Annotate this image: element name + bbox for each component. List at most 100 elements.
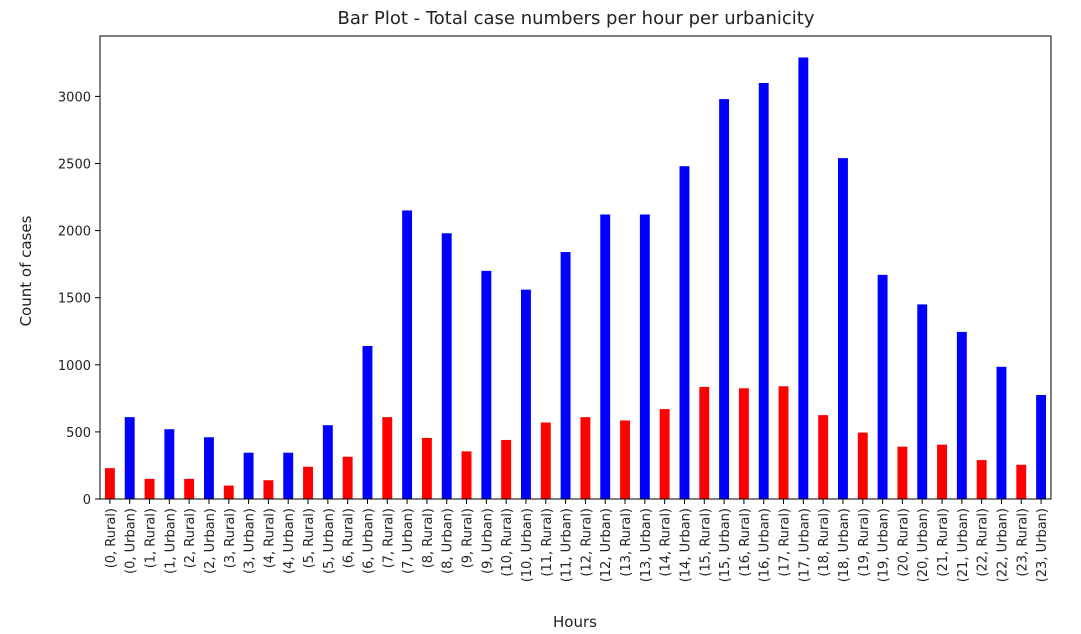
x-tick-label: (18, Rural): [817, 508, 832, 577]
x-tick-label: (8, Urban): [441, 508, 456, 574]
x-tick-label: (3, Rural): [223, 508, 238, 568]
x-tick-label: (20, Urban): [916, 508, 931, 582]
bar-urban: [243, 452, 254, 499]
bar-rural: [540, 422, 551, 499]
x-axis-label: Hours: [553, 613, 597, 631]
y-tick-label: 1500: [58, 292, 91, 307]
bar-rural: [738, 388, 749, 499]
x-tick-label: (4, Rural): [262, 508, 277, 568]
x-tick-label: (14, Rural): [659, 508, 674, 577]
bars: [104, 57, 1047, 500]
x-tick-label: (21, Rural): [936, 508, 951, 577]
y-axis: 0 500 1000 1500 2000 2500 3000: [58, 90, 100, 508]
x-tick-label: (13, Urban): [639, 508, 654, 582]
bar-rural: [818, 415, 829, 499]
bar-urban: [204, 437, 214, 499]
bar-rural: [303, 466, 313, 499]
x-tick-label: (18, Urban): [837, 508, 852, 582]
bar-rural: [382, 417, 393, 499]
bar-rural: [461, 451, 472, 499]
x-tick-label: (10, Rural): [500, 508, 515, 577]
x-tick-label: (16, Urban): [758, 508, 773, 582]
x-tick-label: (21, Urban): [956, 508, 971, 582]
x-tick-label: (15, Rural): [698, 508, 713, 577]
x-tick-label: (16, Rural): [738, 508, 753, 577]
bar-urban: [560, 252, 571, 499]
bar-urban: [798, 57, 809, 499]
bar-rural: [223, 485, 234, 499]
bar-rural: [659, 409, 670, 499]
x-tick-label: (19, Rural): [857, 508, 872, 577]
x-tick-label: (5, Rural): [302, 508, 317, 568]
x-tick-label: (11, Rural): [540, 508, 555, 577]
x-axis: (0, Rural) (0, Urban) (1, Rural) (1, Urban)…: [104, 499, 1050, 582]
bar-rural: [184, 478, 195, 499]
y-tick-label: 500: [66, 426, 91, 441]
bar-urban: [1036, 394, 1047, 499]
x-tick-label: (17, Rural): [778, 508, 793, 577]
bar-rural: [342, 456, 353, 499]
x-tick-label: (13, Rural): [619, 508, 634, 577]
bar-urban: [679, 166, 690, 499]
bar-urban: [917, 304, 928, 499]
bar-urban: [996, 366, 1007, 499]
x-tick-label: (1, Urban): [163, 508, 178, 574]
x-tick-label: (4, Urban): [282, 508, 297, 574]
bar-rural: [699, 386, 710, 499]
bar-rural: [580, 417, 591, 499]
bar-rural: [104, 468, 115, 499]
bar-urban: [283, 452, 294, 499]
bar-rural: [857, 432, 868, 499]
bar-urban: [719, 99, 730, 499]
bar-rural: [976, 460, 987, 499]
bar-urban: [639, 214, 650, 499]
bar-urban: [838, 158, 848, 499]
bar-urban: [322, 425, 333, 499]
bar-urban: [124, 417, 135, 499]
x-tick-label: (8, Rural): [421, 508, 436, 568]
x-tick-label: (9, Urban): [480, 508, 495, 574]
bar-urban: [164, 429, 175, 499]
bar-rural: [620, 420, 630, 499]
bar-urban: [956, 331, 967, 499]
x-tick-label: (5, Urban): [322, 508, 337, 574]
bar-urban: [402, 210, 413, 499]
bar-urban: [441, 233, 452, 499]
x-tick-label: (0, Urban): [124, 508, 139, 574]
bar-urban: [600, 214, 611, 499]
y-tick-label: 2500: [58, 157, 91, 172]
plot-frame: [99, 35, 1052, 500]
x-tick-label: (22, Rural): [976, 508, 991, 577]
bar-rural: [501, 439, 512, 499]
x-tick-label: (17, Urban): [797, 508, 812, 582]
x-tick-label: (23, Rural): [1015, 508, 1030, 577]
x-tick-label: (7, Urban): [401, 508, 416, 574]
bar-urban: [521, 289, 531, 499]
y-tick-label: 3000: [58, 90, 91, 105]
bar-urban: [877, 274, 888, 499]
x-tick-label: (6, Rural): [342, 508, 357, 568]
bar-rural: [1016, 464, 1027, 499]
x-tick-label: (12, Rural): [579, 508, 594, 577]
bar-urban: [362, 346, 373, 499]
x-tick-label: (12, Urban): [599, 508, 614, 582]
bar-rural: [937, 444, 947, 499]
bar-urban: [758, 82, 769, 500]
chart-title: Bar Plot - Total case numbers per hour p…: [337, 8, 814, 29]
x-tick-label: (3, Urban): [243, 508, 258, 574]
bar-rural: [421, 437, 432, 499]
y-tick-label: 1000: [58, 359, 91, 374]
x-tick-label: (0, Rural): [104, 508, 119, 568]
bar-rural: [144, 478, 155, 499]
x-tick-label: (23, Urban): [1035, 508, 1050, 582]
x-tick-label: (22, Urban): [995, 508, 1010, 582]
x-tick-label: (6, Urban): [361, 508, 376, 574]
x-tick-label: (7, Rural): [381, 508, 396, 568]
bar-rural: [897, 446, 908, 499]
x-tick-label: (1, Rural): [144, 508, 159, 568]
x-tick-label: (2, Urban): [203, 508, 218, 574]
x-tick-label: (2, Rural): [183, 508, 198, 568]
x-tick-label: (14, Urban): [678, 508, 693, 582]
x-tick-label: (15, Urban): [718, 508, 733, 582]
